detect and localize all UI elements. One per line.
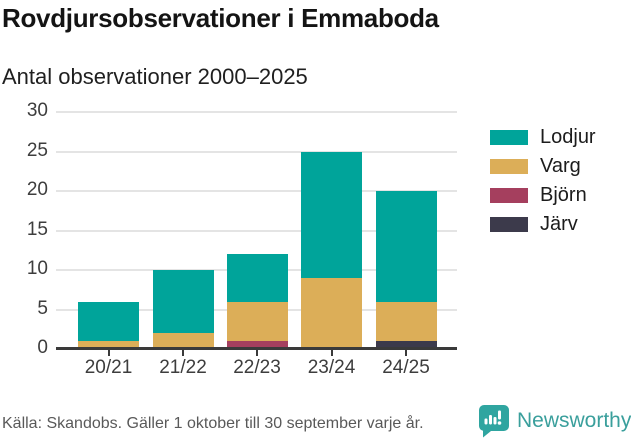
legend-item-järv: Järv <box>490 212 596 235</box>
y-tick-label: 15 <box>26 218 48 240</box>
bar-segment-varg <box>152 333 214 349</box>
bar-segment-björn <box>226 341 288 349</box>
source-note: Källa: Skandobs. Gäller 1 oktober till 3… <box>2 415 424 432</box>
legend-label: Björn <box>540 183 587 206</box>
y-tick-label: 10 <box>26 258 48 279</box>
x-tick-label: 24/25 <box>382 357 430 378</box>
y-tick-label: 20 <box>26 179 48 200</box>
x-tick-label: 23/24 <box>307 357 356 378</box>
legend-swatch <box>490 158 528 174</box>
bar-segment-lodjur <box>301 151 362 278</box>
plot-area <box>56 111 457 349</box>
legend-label: Järv <box>540 212 578 235</box>
x-tick-label: 21/22 <box>159 357 207 378</box>
bar-segment-lodjur <box>375 191 437 302</box>
bar-segment-lodjur <box>226 254 288 302</box>
x-tick-label: 22/23 <box>233 357 281 378</box>
gridline <box>56 229 457 232</box>
bar-22/23 <box>226 112 288 349</box>
gridline <box>56 111 457 113</box>
bar-segment-järv <box>375 341 437 349</box>
newsworthy-icon <box>479 405 509 438</box>
y-tick-label: 0 <box>37 337 48 358</box>
bar-segment-lodjur <box>152 270 214 334</box>
x-tick-label: 20/21 <box>84 357 133 378</box>
x-tick <box>107 350 110 356</box>
bar-segment-varg <box>226 301 288 342</box>
bar-segment-lodjur <box>78 301 139 342</box>
chart-title: Rovdjursobservationer i Emmaboda <box>2 3 439 33</box>
y-tick-label: 30 <box>26 100 48 121</box>
y-tick-label: 5 <box>37 297 48 319</box>
legend: Lodjur Varg Björn Järv <box>490 125 596 243</box>
bar-segment-varg <box>301 277 362 349</box>
x-axis-line <box>56 347 457 350</box>
legend-item-lodjur: Lodjur <box>490 125 596 148</box>
bar-23/24 <box>301 112 362 349</box>
bar-segment-varg <box>78 341 139 349</box>
x-tick <box>330 350 333 356</box>
legend-swatch <box>490 187 528 203</box>
bar-24/25 <box>375 112 437 349</box>
gridline <box>56 150 457 153</box>
bar-segment-varg <box>375 301 437 342</box>
gridline <box>56 190 457 192</box>
legend-item-björn: Björn <box>490 183 596 206</box>
legend-item-varg: Varg <box>490 154 596 177</box>
x-tick <box>256 350 258 356</box>
y-tick-label: 25 <box>26 139 48 161</box>
legend-swatch <box>490 216 528 232</box>
legend-label: Varg <box>540 154 581 177</box>
x-tick <box>405 350 407 356</box>
newsworthy-logo[interactable]: Newsworthy <box>477 404 631 438</box>
legend-swatch <box>490 129 528 145</box>
chart-subtitle: Antal observationer 2000–2025 <box>2 64 308 89</box>
bar-21/22 <box>152 112 214 349</box>
legend-label: Lodjur <box>540 125 596 148</box>
x-tick <box>182 350 184 356</box>
bar-20/21 <box>78 112 139 349</box>
newsworthy-logo-text: Newsworthy <box>517 409 631 432</box>
